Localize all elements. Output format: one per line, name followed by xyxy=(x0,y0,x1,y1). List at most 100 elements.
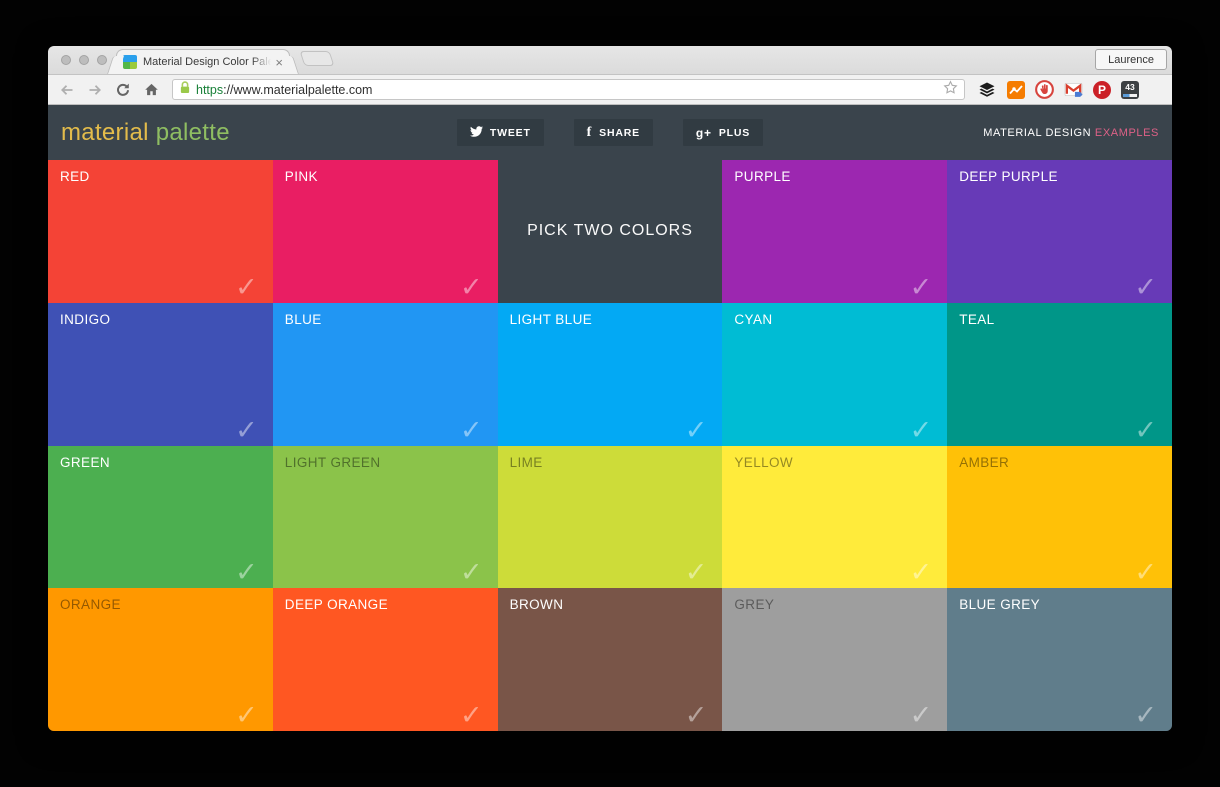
swatch-amber[interactable]: AMBER ✓ xyxy=(947,445,1172,589)
site-favicon-icon xyxy=(123,55,137,69)
swatch-brown[interactable]: BROWN ✓ xyxy=(497,588,723,731)
url-scheme: https xyxy=(196,82,224,97)
tab-counter-extension-icon[interactable]: 43 xyxy=(1121,80,1139,99)
site-header: material palette TWEET f SHARE g+ PLUS xyxy=(48,105,1172,160)
facebook-icon: f xyxy=(586,124,593,140)
plus-label: PLUS xyxy=(718,126,751,139)
swatch-lime[interactable]: LIME ✓ xyxy=(497,445,723,589)
tweet-button[interactable]: TWEET xyxy=(456,119,544,146)
tab-counter-bar xyxy=(1123,93,1137,97)
address-bar[interactable]: https://www.materialpalette.com xyxy=(172,79,965,100)
url-rest: ://www.materialpalette.com xyxy=(223,82,373,97)
swatch-label: DEEP ORANGE xyxy=(284,597,388,613)
checkmark-icon: ✓ xyxy=(459,557,483,589)
swatch-green[interactable]: GREEN ✓ xyxy=(48,445,273,589)
logo-material: material xyxy=(61,118,156,146)
swatch-label: BLUE xyxy=(284,311,322,327)
browser-tab[interactable]: Material Design Color Pale × xyxy=(116,49,290,74)
swatch-label: DEEP PURPLE xyxy=(959,169,1058,184)
minimize-window-icon[interactable] xyxy=(79,55,89,65)
checkmark-icon: ✓ xyxy=(235,557,258,589)
tab-close-icon[interactable]: × xyxy=(275,54,283,70)
buffer-extension-icon[interactable] xyxy=(977,80,996,99)
chrome-menu-icon[interactable] xyxy=(1147,79,1164,101)
swatch-yellow[interactable]: YELLOW ✓ xyxy=(722,445,948,589)
browser-window: Material Design Color Pale × Laurence ht… xyxy=(48,46,1172,731)
new-tab-button[interactable] xyxy=(299,51,335,66)
swatch-label: GREY xyxy=(734,597,775,613)
color-grid: RED ✓ PINK ✓ PICK TWO COLORS PURPLE ✓ DE… xyxy=(48,160,1172,731)
checkmark-icon: ✓ xyxy=(459,700,483,731)
tab-bar: Material Design Color Pale × Laurence xyxy=(48,46,1172,75)
page-content: material palette TWEET f SHARE g+ PLUS xyxy=(48,105,1172,731)
swatch-label: AMBER xyxy=(959,454,1010,470)
share-label: SHARE xyxy=(599,126,640,139)
checkmark-icon: ✓ xyxy=(1134,414,1157,446)
swatch-label: INDIGO xyxy=(60,311,111,327)
checkmark-icon: ✓ xyxy=(235,271,258,303)
examples-link[interactable]: EXAMPLES xyxy=(1094,126,1159,139)
browser-toolbar: https://www.materialpalette.com P 43 xyxy=(48,75,1172,105)
home-icon[interactable] xyxy=(140,79,162,101)
material-design-text: MATERIAL DESIGN xyxy=(983,126,1095,139)
checkmark-icon: ✓ xyxy=(684,700,708,731)
swatch-label: GREEN xyxy=(60,454,111,470)
swatch-label: BLUE GREY xyxy=(959,597,1041,613)
swatch-label: BROWN xyxy=(509,597,564,613)
swatch-label: YELLOW xyxy=(734,454,794,470)
logo-palette: palette xyxy=(155,118,230,146)
swatch-light-blue[interactable]: LIGHT BLUE ✓ xyxy=(497,302,723,446)
pick-two-colors-panel: PICK TWO COLORS xyxy=(497,160,723,303)
swatch-blue[interactable]: BLUE ✓ xyxy=(272,302,498,446)
site-logo[interactable]: material palette xyxy=(61,119,230,147)
gmail-extension-icon[interactable] xyxy=(1064,80,1083,99)
stop-hand-extension-icon[interactable] xyxy=(1035,80,1054,99)
swatch-label: ORANGE xyxy=(60,597,121,613)
bookmark-star-icon[interactable] xyxy=(943,79,958,100)
swatch-label: RED xyxy=(60,169,90,184)
swatch-purple[interactable]: PURPLE ✓ xyxy=(722,160,948,303)
share-buttons: TWEET f SHARE g+ PLUS xyxy=(456,119,764,146)
swatch-red[interactable]: RED ✓ xyxy=(48,160,273,303)
tweet-label: TWEET xyxy=(489,126,531,139)
pick-two-colors-label: PICK TWO COLORS xyxy=(527,222,693,240)
swatch-label: LIGHT BLUE xyxy=(509,311,593,327)
checkmark-icon: ✓ xyxy=(1134,700,1157,731)
https-lock-icon xyxy=(179,80,191,100)
close-window-icon[interactable] xyxy=(61,55,71,65)
swatch-blue-grey[interactable]: BLUE GREY ✓ xyxy=(947,588,1172,731)
pinterest-extension-icon[interactable]: P xyxy=(1093,80,1111,99)
url-text: https://www.materialpalette.com xyxy=(196,83,943,97)
swatch-light-green[interactable]: LIGHT GREEN ✓ xyxy=(272,445,498,589)
header-right: MATERIAL DESIGN EXAMPLES xyxy=(983,127,1159,139)
analytics-extension-icon[interactable] xyxy=(1006,80,1025,99)
tab-title: Material Design Color Pale xyxy=(143,56,272,68)
swatch-orange[interactable]: ORANGE ✓ xyxy=(48,588,273,731)
plus-button[interactable]: g+ PLUS xyxy=(682,119,764,146)
swatch-grey[interactable]: GREY ✓ xyxy=(722,588,948,731)
googleplus-icon: g+ xyxy=(695,125,712,140)
swatch-deep-purple[interactable]: DEEP PURPLE ✓ xyxy=(947,160,1172,303)
swatch-cyan[interactable]: CYAN ✓ xyxy=(722,302,948,446)
swatch-label: LIME xyxy=(509,454,543,470)
back-icon[interactable] xyxy=(56,79,78,101)
checkmark-icon: ✓ xyxy=(909,557,933,589)
swatch-pink[interactable]: PINK ✓ xyxy=(272,160,498,303)
swatch-indigo[interactable]: INDIGO ✓ xyxy=(48,302,273,446)
reload-icon[interactable] xyxy=(112,79,134,101)
checkmark-icon: ✓ xyxy=(459,414,483,446)
checkmark-icon: ✓ xyxy=(909,414,933,446)
checkmark-icon: ✓ xyxy=(235,414,258,446)
checkmark-icon: ✓ xyxy=(684,414,708,446)
swatch-teal[interactable]: TEAL ✓ xyxy=(947,302,1172,446)
tab-counter-badge: 43 xyxy=(1125,82,1135,93)
swatch-label: TEAL xyxy=(959,311,995,327)
share-button[interactable]: f SHARE xyxy=(573,119,653,146)
chrome-profile-button[interactable]: Laurence xyxy=(1095,49,1167,70)
zoom-window-icon[interactable] xyxy=(97,55,107,65)
traffic-lights xyxy=(61,55,107,65)
forward-icon[interactable] xyxy=(84,79,106,101)
swatch-label: LIGHT GREEN xyxy=(284,454,381,470)
swatch-deep-orange[interactable]: DEEP ORANGE ✓ xyxy=(272,588,498,731)
extension-icons: P 43 xyxy=(977,80,1139,99)
